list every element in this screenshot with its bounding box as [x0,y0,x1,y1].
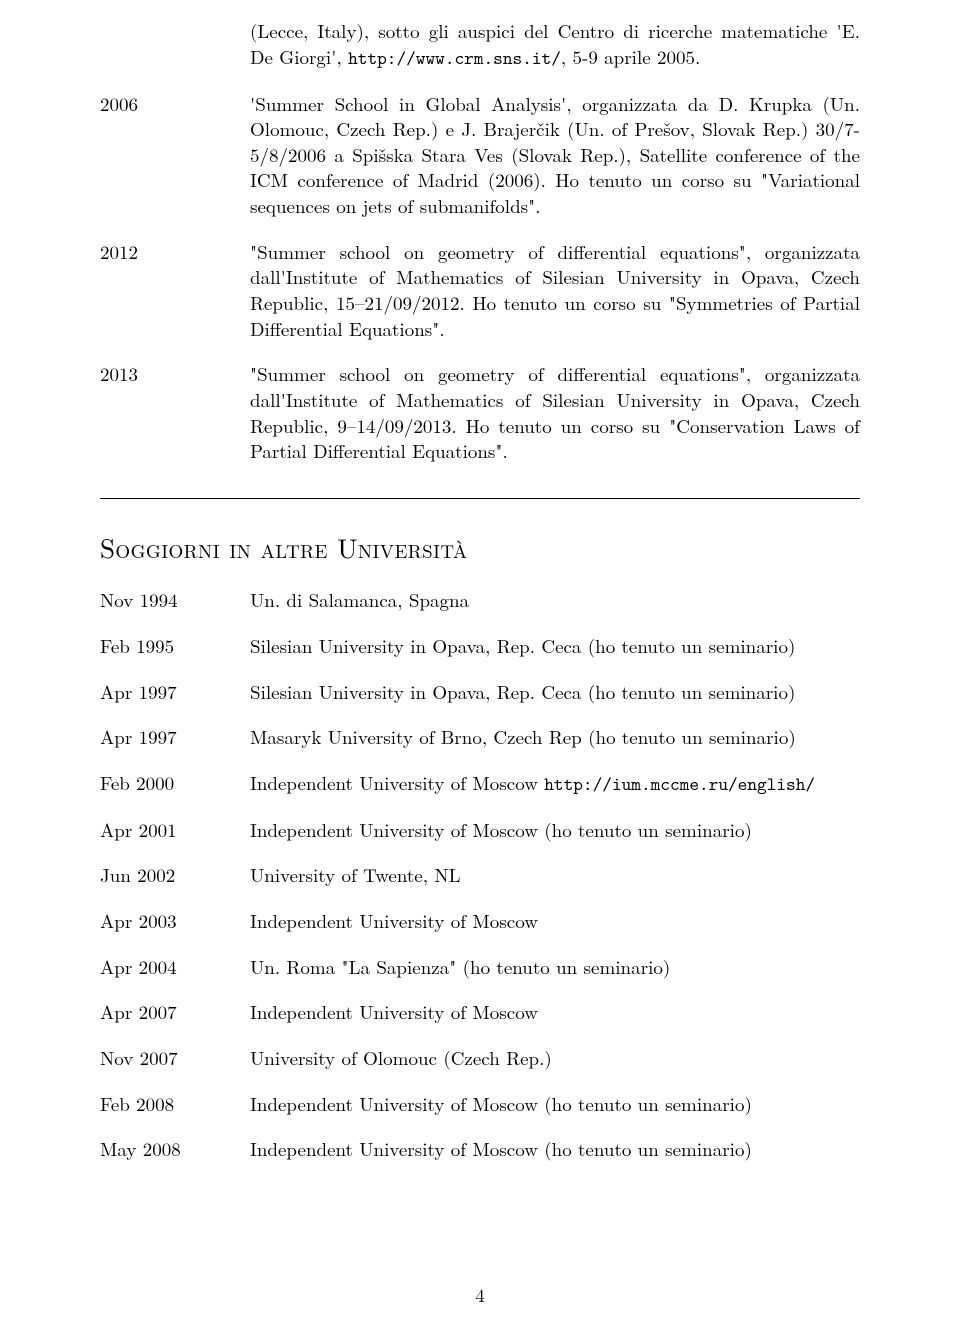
visit-entry: Apr 2004Un. Roma "La Sapienza" (ho tenut… [100,954,860,980]
visit-entry: Apr 1997Masaryk University of Brno, Czec… [100,724,860,750]
visit-date: Apr 2001 [100,817,250,843]
visit-desc: University of Olomouc (Czech Rep.) [250,1045,860,1071]
school-year: 2012 [100,239,250,265]
visit-desc: Independent University of Moscow (ho ten… [250,1091,860,1117]
visit-desc: Independent University of Moscow (ho ten… [250,1136,860,1162]
school-desc: 'Summer School in Global Analysis', orga… [250,91,860,219]
visit-desc: Silesian University in Opava, Rep. Ceca … [250,633,860,659]
visit-entry: Feb 1995Silesian University in Opava, Re… [100,633,860,659]
visit-desc: Un. Roma "La Sapienza" (ho tenuto un sem… [250,954,860,980]
visit-date: Nov 1994 [100,587,250,613]
school-year: 2006 [100,91,250,117]
visit-entry: Nov 2007University of Olomouc (Czech Rep… [100,1045,860,1071]
visit-date: Apr 2003 [100,908,250,934]
visit-date: Apr 2004 [100,954,250,980]
visit-date: Apr 1997 [100,724,250,750]
visit-entry: Jun 2002University of Twente, NL [100,862,860,888]
visit-desc: Masaryk University of Brno, Czech Rep (h… [250,724,860,750]
visit-date: Feb 2000 [100,770,250,796]
visit-date: Feb 2008 [100,1091,250,1117]
school-desc: "Summer school on geometry of differenti… [250,239,860,342]
visit-date: Feb 1995 [100,633,250,659]
school-entry: 2013"Summer school on geometry of differ… [100,361,860,464]
school-entry: 2006'Summer School in Global Analysis', … [100,91,860,219]
section-heading: Soggiorni in altre Università [100,529,860,565]
visit-desc: Silesian University in Opava, Rep. Ceca … [250,679,860,705]
page: (Lecce, Italy), sotto gli auspici del Ce… [0,0,960,1338]
section-rule [100,498,860,499]
visit-url: http://ium.mccme.ru/english/ [544,771,815,796]
visit-date: Jun 2002 [100,862,250,888]
visit-desc: Independent University of Moscow (ho ten… [250,817,860,843]
visit-desc: Independent University of Moscow [250,999,860,1025]
desc-continuation: (Lecce, Italy), sotto gli auspici del Ce… [250,18,860,71]
cont-tail: , 5-9 aprile 2005. [561,43,700,70]
visit-desc: Independent University of Moscow [250,908,860,934]
visit-date: Apr 1997 [100,679,250,705]
visit-desc: University of Twente, NL [250,862,860,888]
school-desc: "Summer school on geometry of differenti… [250,361,860,464]
visit-desc: Independent University of Moscow http://… [250,770,860,797]
visit-entry: Apr 2007Independent University of Moscow [100,999,860,1025]
visit-date: Nov 2007 [100,1045,250,1071]
page-number: 4 [0,1282,960,1308]
visit-date: May 2008 [100,1136,250,1162]
visit-entry: Apr 2003Independent University of Moscow [100,908,860,934]
visit-entry: Feb 2008Independent University of Moscow… [100,1091,860,1117]
school-entry: 2012"Summer school on geometry of differ… [100,239,860,342]
visit-entry: Apr 2001Independent University of Moscow… [100,817,860,843]
school-year: 2013 [100,361,250,387]
visit-entry: May 2008Independent University of Moscow… [100,1136,860,1162]
visit-desc-text: Independent University of Moscow [250,769,544,796]
visit-entry: Feb 2000Independent University of Moscow… [100,770,860,797]
entry-continuation: (Lecce, Italy), sotto gli auspici del Ce… [100,18,860,71]
visit-entry: Apr 1997Silesian University in Opava, Re… [100,679,860,705]
visit-desc: Un. di Salamanca, Spagna [250,587,860,613]
cont-url: http://www.crm.sns.it/ [348,45,561,70]
visit-date: Apr 2007 [100,999,250,1025]
visit-entry: Nov 1994Un. di Salamanca, Spagna [100,587,860,613]
